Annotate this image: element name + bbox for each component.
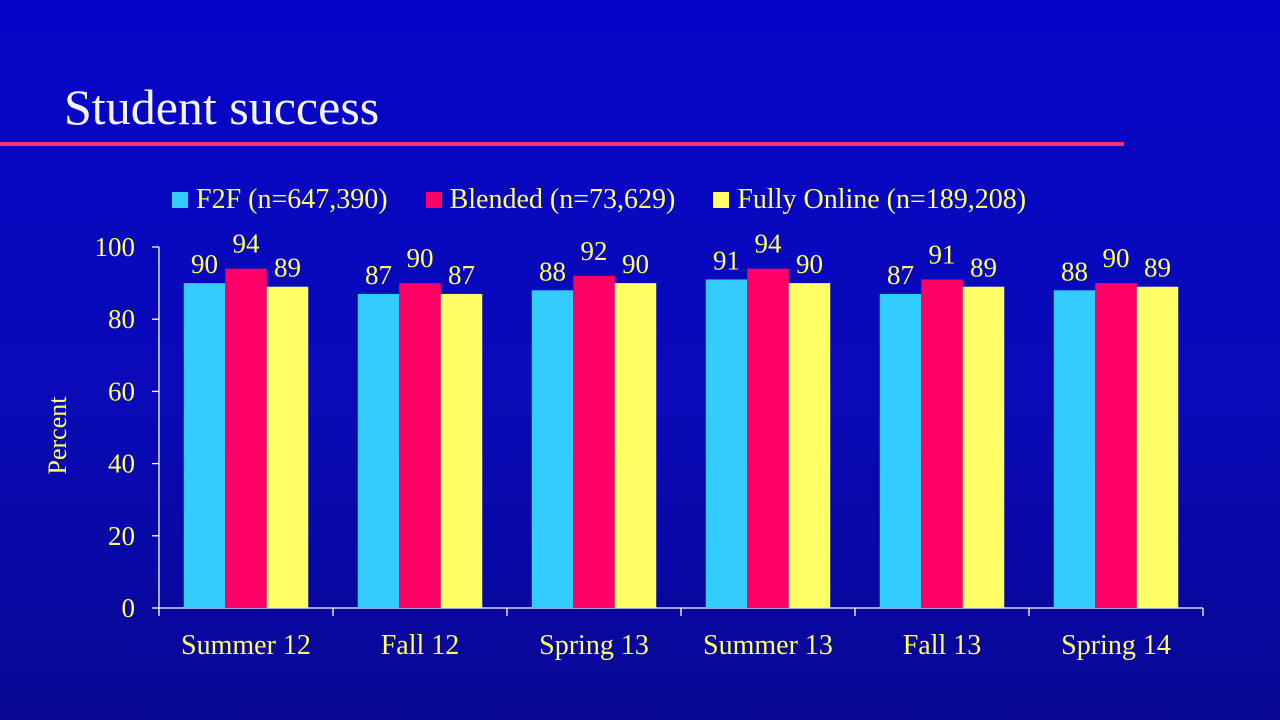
x-tick-label: Fall 13: [903, 630, 982, 661]
bar: [747, 268, 789, 608]
y-tick-label: 0: [122, 593, 136, 623]
bar-value-label: 91: [929, 239, 956, 269]
y-tick-label: 80: [108, 304, 135, 334]
legend-item-fully-online: Fully Online (n=189,208): [713, 184, 1026, 216]
bar: [440, 293, 483, 608]
bar-value-label: 90: [407, 243, 434, 273]
bar: [357, 293, 400, 608]
bar: [705, 279, 748, 608]
bar-value-label: 87: [887, 260, 914, 290]
y-axis-title: Percent: [43, 396, 72, 475]
bar: [962, 286, 1005, 608]
legend-swatch-fully-online: [713, 192, 730, 208]
y-tick-label: 100: [95, 232, 136, 262]
x-tick-label: Fall 12: [381, 630, 460, 661]
bar-value-label: 90: [622, 249, 649, 279]
title-divider: [0, 142, 1124, 146]
bar: [1136, 286, 1179, 608]
x-tick-label: Summer 13: [703, 630, 833, 661]
bar-value-label: 90: [796, 249, 823, 279]
bar-value-label: 89: [274, 253, 301, 283]
legend-label-blended: Blended (n=73,629): [449, 184, 676, 215]
slide-title: Student success: [64, 79, 380, 135]
bar-value-label: 90: [1103, 243, 1130, 273]
bar: [614, 283, 657, 608]
bar-value-label: 90: [191, 249, 218, 279]
bar: [788, 283, 831, 608]
y-tick-label: 60: [108, 376, 135, 406]
bar: [183, 283, 226, 608]
legend-swatch-blended: [425, 192, 442, 208]
bar: [266, 286, 309, 608]
chart-legend: F2F (n=647,390) Blended (n=73,629) Fully…: [172, 184, 1064, 216]
bar: [399, 283, 441, 608]
x-tick-label: Summer 12: [181, 630, 311, 661]
bar-value-label: 94: [233, 229, 261, 259]
legend-swatch-f2f: [172, 192, 188, 208]
bar: [1095, 283, 1137, 608]
y-tick-label: 40: [108, 449, 135, 479]
bar-value-label: 89: [970, 253, 997, 283]
bar: [921, 279, 963, 608]
bar-value-label: 88: [1061, 256, 1088, 286]
bar: [879, 293, 922, 608]
y-tick-label: 20: [108, 521, 135, 551]
bar: [573, 275, 615, 608]
bar: [531, 290, 574, 608]
bar-value-label: 94: [755, 229, 783, 259]
legend-item-f2f: F2F (n=647,390): [172, 184, 388, 216]
bar-value-label: 92: [581, 236, 608, 266]
bar-value-label: 87: [448, 260, 475, 290]
bar-value-label: 87: [365, 260, 392, 290]
bar-value-label: 89: [1144, 253, 1171, 283]
bar: [225, 268, 267, 608]
bar-value-label: 91: [713, 245, 740, 275]
legend-label-fully-online: Fully Online (n=189,208): [737, 184, 1027, 215]
x-tick-label: Spring 13: [539, 630, 649, 661]
bar: [1053, 290, 1096, 608]
legend-item-blended: Blended (n=73,629): [425, 184, 676, 216]
bar-value-label: 88: [539, 256, 566, 286]
x-tick-label: Spring 14: [1061, 630, 1171, 661]
legend-label-f2f: F2F (n=647,390): [196, 184, 388, 215]
